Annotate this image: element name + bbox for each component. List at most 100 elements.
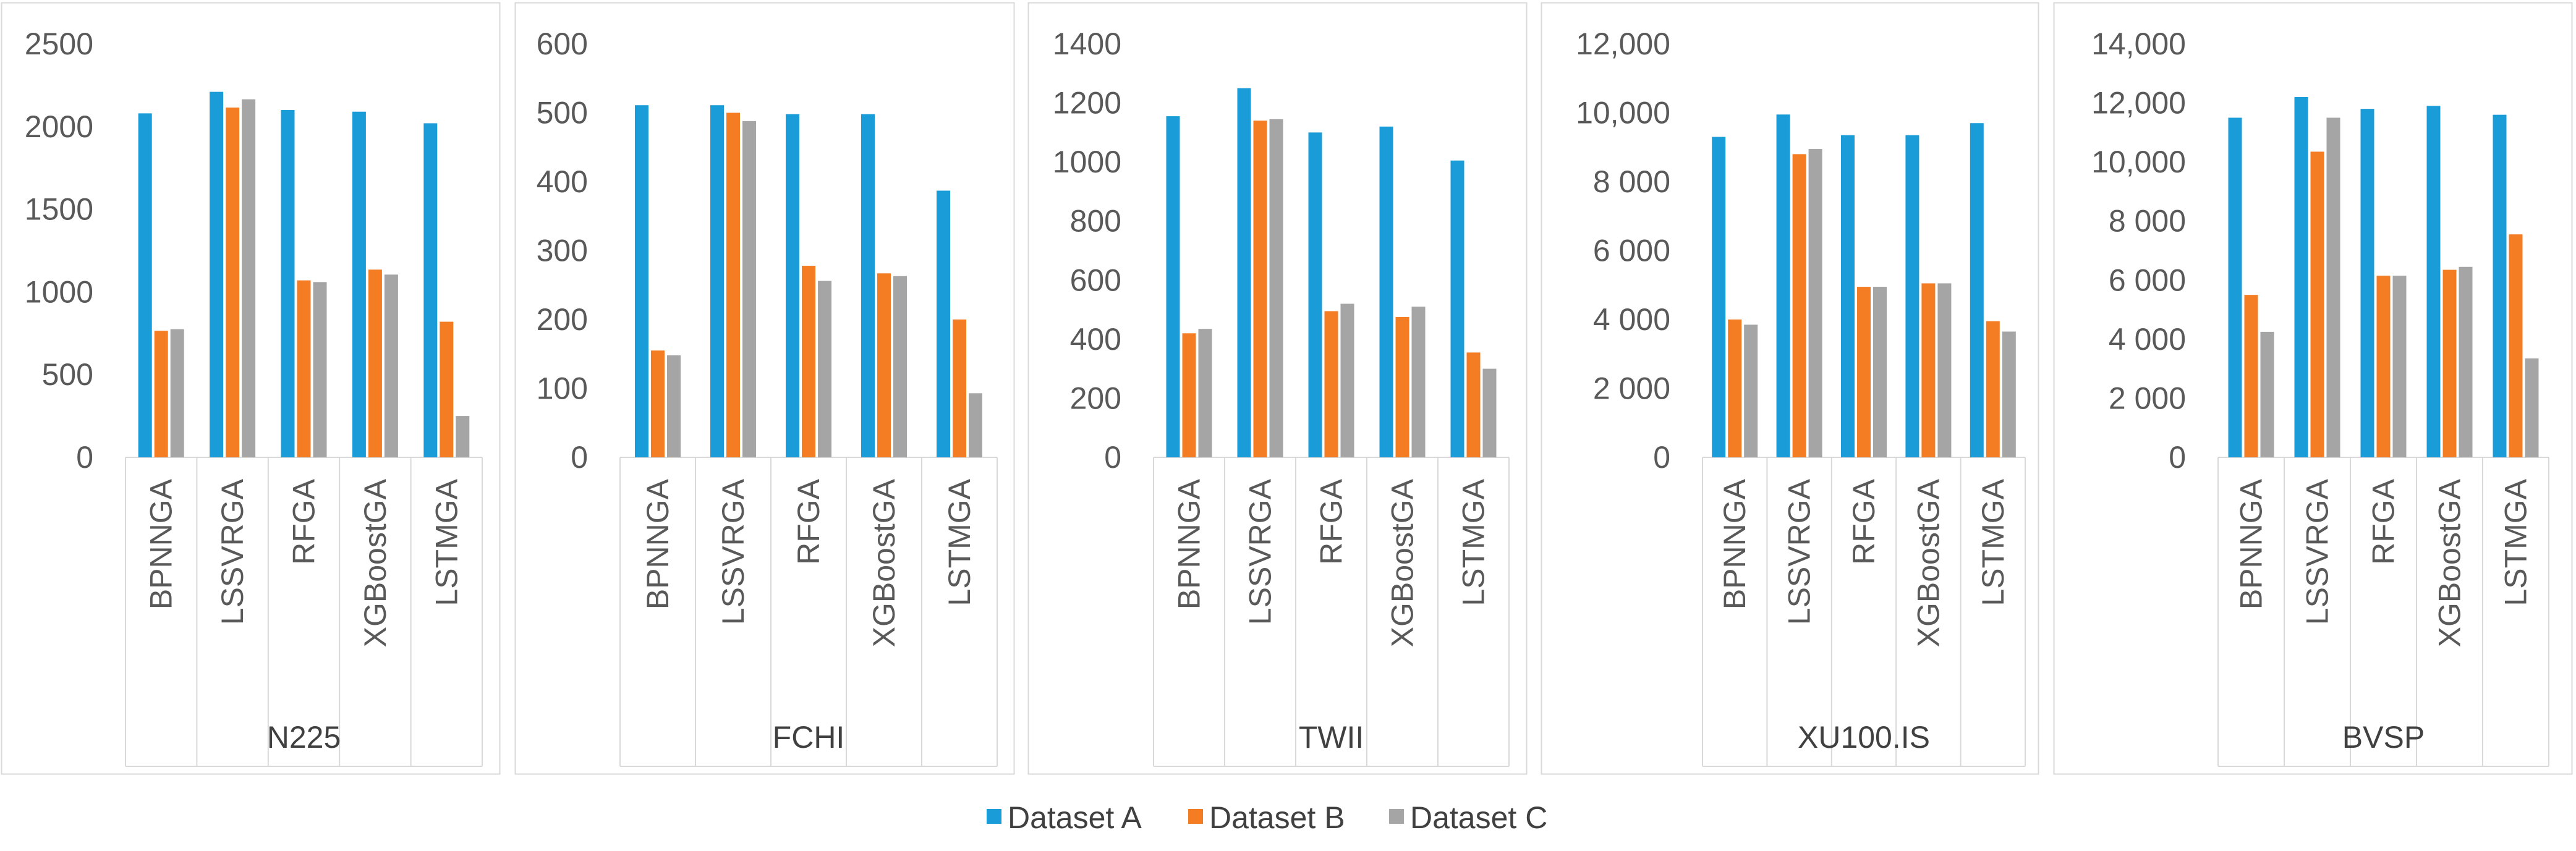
bar (1776, 114, 1790, 458)
bar (1905, 135, 1919, 458)
y-tick-label: 2500 (25, 27, 93, 61)
bar (281, 110, 295, 458)
bar (1841, 135, 1855, 458)
x-tick-label: XGBoostGA (1385, 478, 1420, 647)
y-tick-label: 4 000 (1593, 302, 1670, 337)
bar (1253, 121, 1267, 457)
bar (1450, 160, 1464, 457)
x-tick-label: XGBoostGA (358, 478, 393, 647)
y-tick-label: 0 (76, 440, 93, 475)
y-tick-label: 2 000 (2109, 381, 2186, 415)
bar (2294, 97, 2308, 457)
x-tick-label: RFGA (1314, 478, 1349, 565)
bar (2244, 295, 2258, 457)
panel-border (514, 2, 1015, 775)
bar (1411, 307, 1426, 457)
y-tick-label: 12,000 (2091, 86, 2186, 121)
x-tick-label: BPNNGA (2234, 478, 2269, 609)
y-tick-label: 0 (1653, 440, 1670, 475)
bar (456, 416, 470, 457)
x-tick-label: RFGA (287, 478, 321, 565)
bar (2493, 114, 2507, 457)
panel-fchi: 0 100 200 300 400 500 600 BPNNGA LSSVRGA RFGA XGBo… (514, 2, 1015, 775)
bar (1324, 311, 1338, 457)
bar (1482, 368, 1497, 457)
bar (1873, 287, 1887, 457)
y-tick-label: 600 (537, 27, 588, 61)
y-tick-label: 6 000 (1593, 234, 1670, 268)
bar (1466, 352, 1481, 457)
y-tick-label: 300 (537, 234, 588, 268)
bar (1792, 154, 1806, 457)
bar (2392, 276, 2407, 457)
bar (210, 91, 224, 457)
y-tick-label: 800 (1070, 204, 1121, 239)
bar (2525, 358, 2539, 457)
y-tick-label: 200 (537, 302, 588, 337)
bar (1937, 283, 1952, 457)
panel-title: TWII (1299, 720, 1364, 755)
bar (953, 320, 966, 457)
bar (1166, 116, 1180, 457)
x-tick-label: LSTMGA (1976, 478, 2010, 606)
x-tick-label: LSSVRGA (716, 478, 750, 625)
x-tick-label: BPNNGA (144, 478, 179, 609)
bar (2310, 151, 2324, 458)
bar (635, 105, 648, 458)
y-tick-label: 400 (1070, 322, 1121, 357)
bar (1198, 329, 1212, 457)
bar (2002, 331, 2016, 457)
bar (384, 274, 398, 457)
y-tick-label: 500 (537, 96, 588, 130)
bar (877, 273, 891, 457)
y-tick-label: 400 (537, 164, 588, 199)
bar (1182, 333, 1196, 457)
y-tick-label: 200 (1070, 381, 1121, 415)
y-tick-label: 10,000 (1576, 96, 1670, 130)
panel-xu100-is: 0 2 000 4 000 6 000 8 000 10,000 12,000 BPNNGA L… (1541, 2, 2039, 775)
bar (969, 393, 982, 457)
bar (1970, 123, 1984, 458)
x-tick-label: BPNNGA (1717, 478, 1752, 609)
y-tick-label: 1000 (1053, 145, 1121, 179)
bar (440, 321, 454, 457)
bar (1857, 287, 1871, 457)
legend-swatch-dataset-a (987, 809, 1001, 824)
panel-twii: 0 200 400 600 800 1000 1200 1400 BPNNGA LSSVRGA RF… (1027, 2, 1528, 775)
y-tick-label: 100 (537, 371, 588, 406)
x-tick-label: XGBoostGA (1911, 478, 1945, 647)
bar (313, 282, 327, 457)
x-tick-label: BPNNGA (640, 478, 675, 609)
panel-n225: 0 500 1000 1500 2000 2500 BPNNGA LSSVRGA RFGA XGB… (1, 2, 501, 775)
panel-title: XU100.IS (1798, 720, 1930, 755)
y-tick-label: 1000 (25, 274, 93, 309)
legend-swatch-dataset-c (1389, 809, 1404, 824)
bar (138, 113, 152, 458)
legend: Dataset A Dataset B Dataset C (987, 800, 1547, 835)
y-tick-label: 6 000 (2109, 263, 2186, 297)
y-tick-label: 8 000 (2109, 204, 2186, 239)
bar (1308, 132, 1322, 457)
x-tick-label: LSTMGA (429, 478, 464, 606)
bar (2426, 106, 2441, 458)
y-tick-label: 14,000 (2091, 27, 2186, 61)
y-tick-label: 500 (42, 357, 93, 392)
bar (170, 329, 184, 457)
bar (2228, 117, 2242, 457)
bar (937, 190, 950, 457)
x-tick-label: BPNNGA (1172, 478, 1207, 609)
bar (1379, 126, 1393, 458)
y-tick-label: 0 (2169, 440, 2186, 475)
y-tick-label: 2 000 (1593, 371, 1670, 406)
bar (1269, 119, 1283, 457)
bar (2376, 276, 2391, 457)
panel-title: N225 (267, 720, 341, 755)
x-tick-label: LSTMGA (942, 478, 977, 606)
bar (667, 355, 681, 457)
bar (1744, 324, 1758, 457)
bar (651, 350, 665, 457)
bar (368, 269, 382, 457)
x-tick-label: LSTMGA (1456, 478, 1491, 606)
x-tick-label: XGBoostGA (2433, 478, 2467, 647)
